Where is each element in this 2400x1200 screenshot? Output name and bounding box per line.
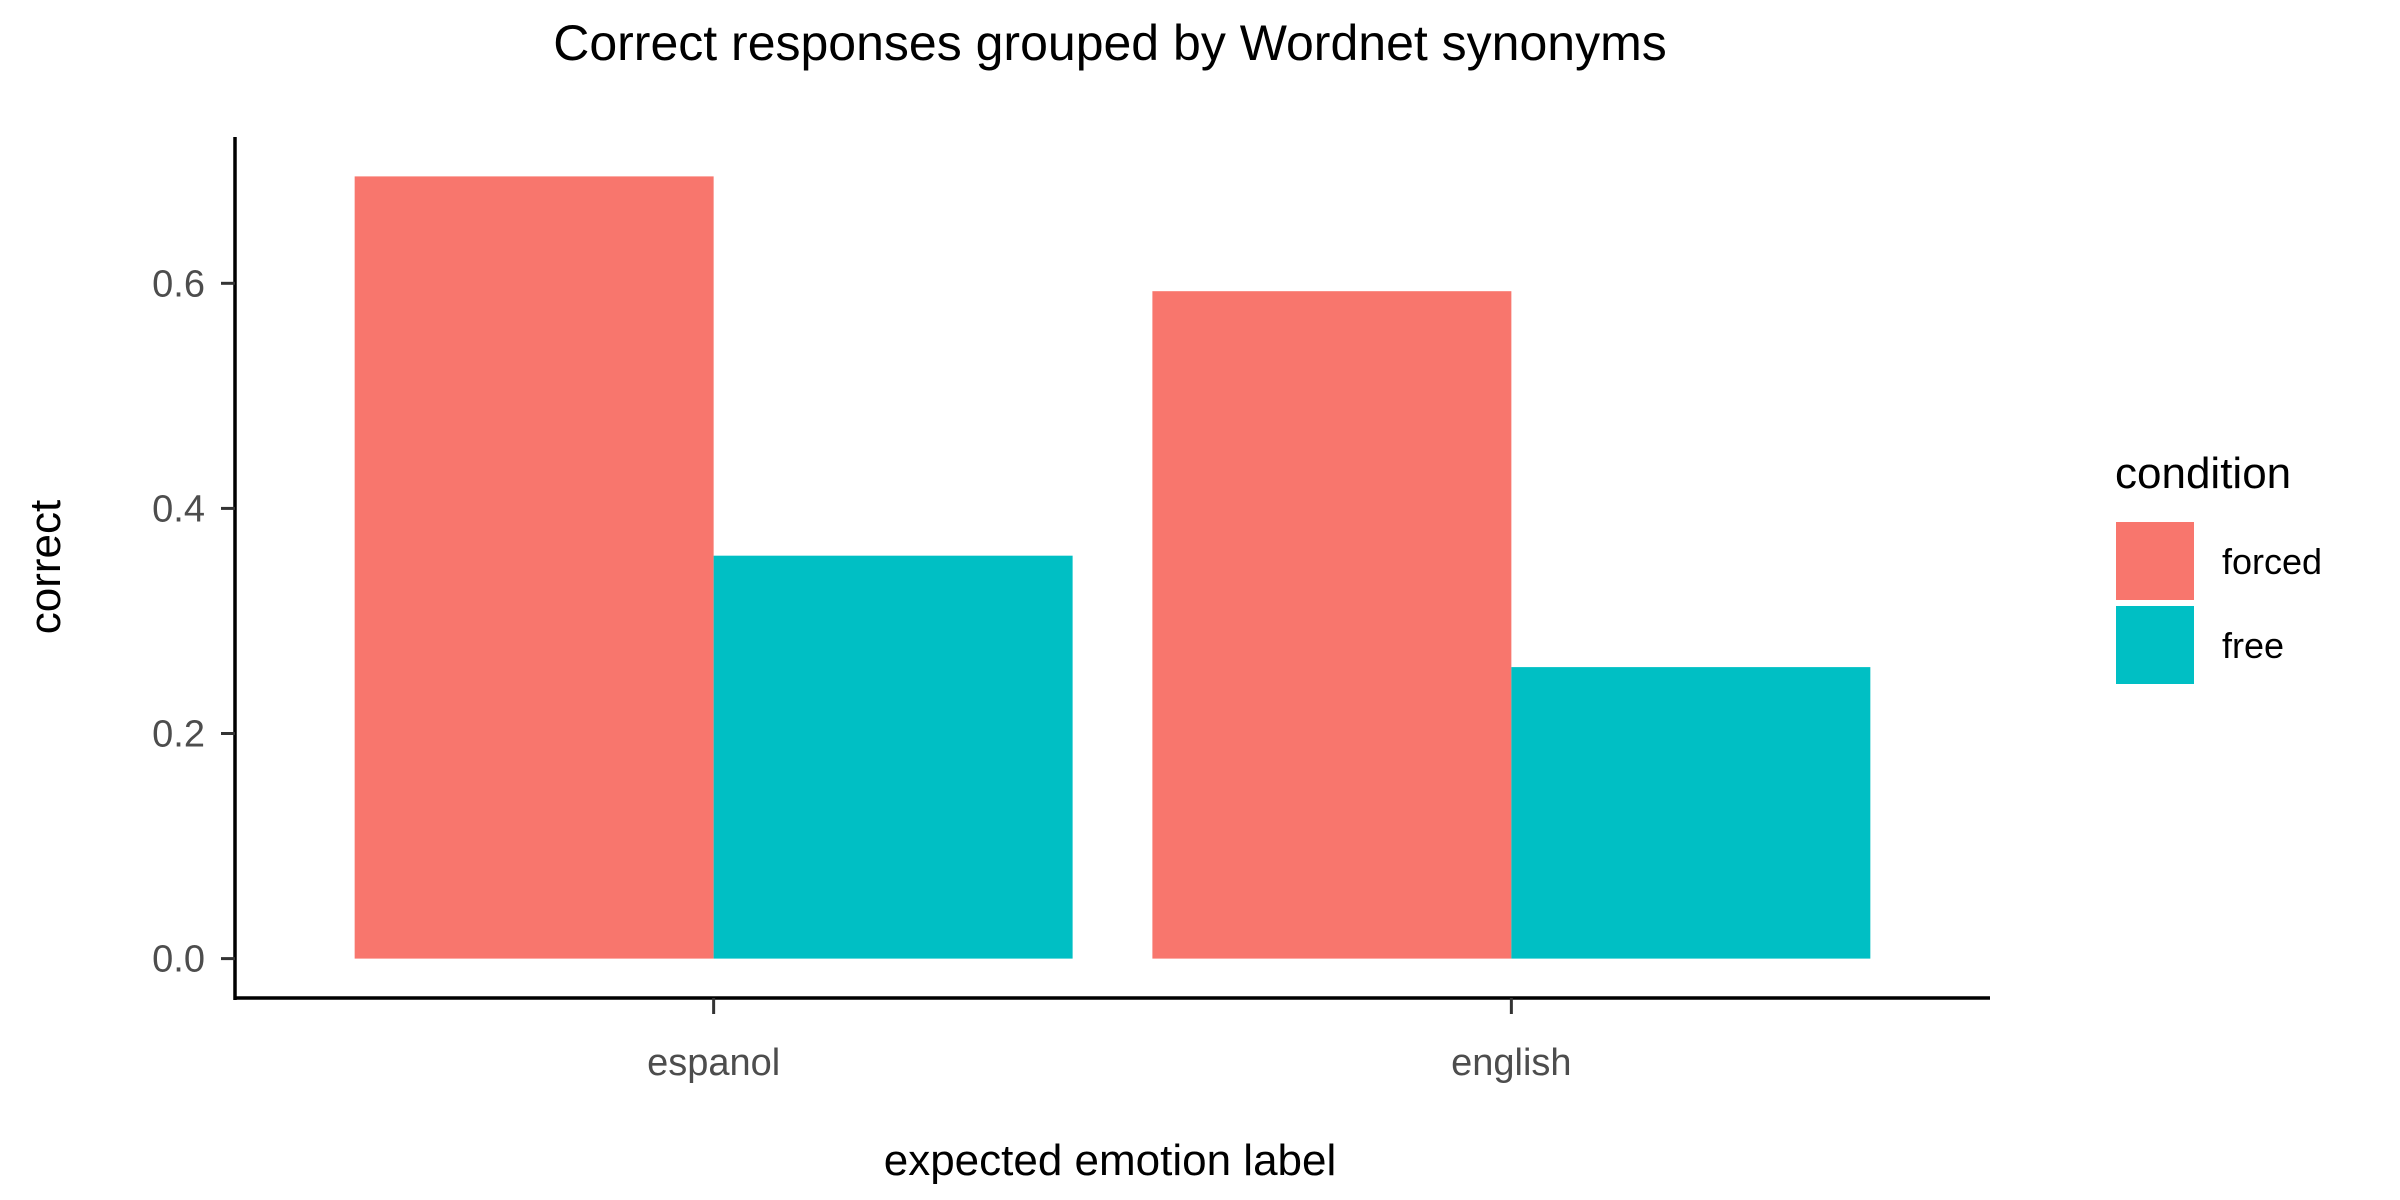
y-tick-label: 0.2 [152,714,205,756]
legend-title: condition [2115,449,2291,498]
chart-title: Correct responses grouped by Wordnet syn… [553,15,1667,71]
x-tick-label: english [1451,1042,1571,1084]
legend-label-forced: forced [2222,541,2322,582]
legend: condition forced free [2115,449,2322,684]
legend-items: forced free [2116,522,2322,684]
y-ticks-group: 0.0 0.2 0.4 0.6 [152,263,235,981]
x-tick-label: espanol [647,1042,780,1084]
x-axis-label: expected emotion label [884,1136,1337,1185]
y-tick-label: 0.6 [152,263,205,305]
legend-label-free: free [2222,625,2284,666]
legend-key-free [2116,606,2194,684]
bar-free-espanol [713,555,1073,959]
bar-free-english [1511,667,1871,959]
y-axis-label: correct [21,500,70,634]
bar-forced-english [1152,291,1512,959]
y-tick-label: 0.0 [152,939,205,981]
legend-key-forced [2116,522,2194,600]
bar-forced-espanol [354,176,714,959]
bars-group [354,176,1871,959]
y-tick-label: 0.4 [152,488,205,530]
x-ticks-group: espanol english [647,998,1572,1084]
